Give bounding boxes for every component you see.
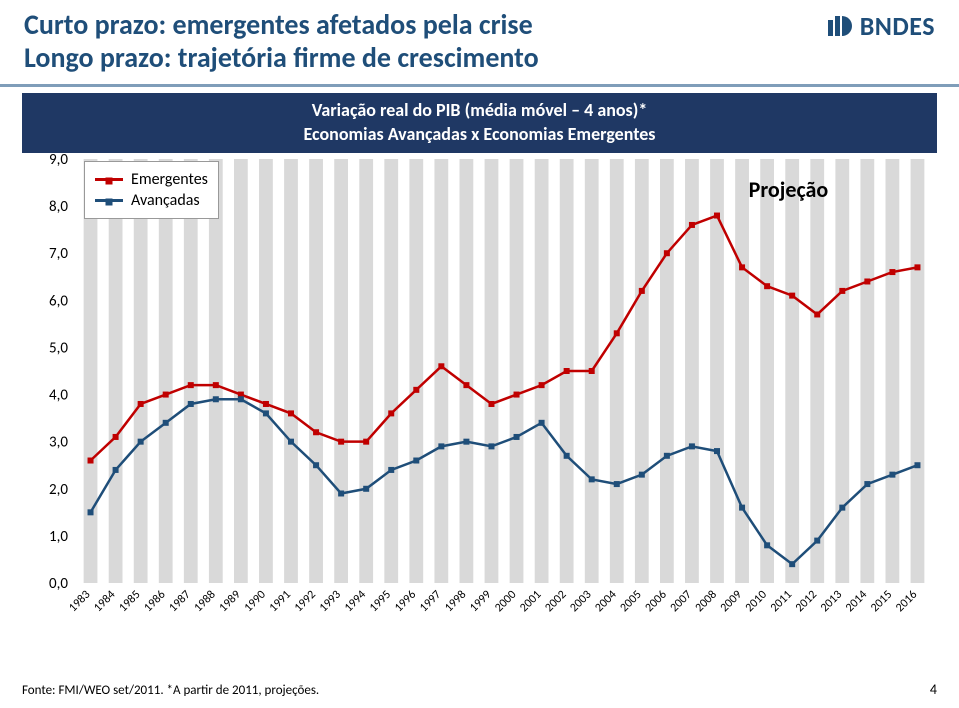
svg-text:1986: 1986 (141, 588, 168, 615)
svg-text:2010: 2010 (743, 588, 770, 615)
legend-label-emergentes: Emergentes (131, 170, 208, 189)
footer-source: Fonte: FMI/WEO set/2011. *A partir de 20… (22, 683, 319, 698)
header: Curto prazo: emergentes afetados pela cr… (0, 0, 959, 80)
legend-item-emergentes: Emergentes (95, 170, 208, 189)
svg-text:1985: 1985 (116, 588, 143, 615)
svg-text:1998: 1998 (442, 588, 469, 615)
svg-text:0,0: 0,0 (49, 575, 68, 593)
svg-text:1992: 1992 (292, 588, 319, 615)
bndes-logo-text: BNDES (860, 10, 935, 42)
header-divider (0, 84, 959, 87)
svg-text:1989: 1989 (217, 588, 244, 615)
title-block: Curto prazo: emergentes afetados pela cr… (24, 8, 539, 74)
svg-text:1,0: 1,0 (49, 528, 68, 546)
legend-item-avancadas: Avançadas (95, 191, 208, 210)
legend-swatch-avancadas (95, 199, 123, 202)
subtitle-line-1: Variação real do PIB (média móvel – 4 an… (32, 99, 927, 121)
projection-label: Projeção (749, 176, 829, 203)
svg-text:7,0: 7,0 (49, 245, 68, 263)
svg-text:2007: 2007 (668, 588, 695, 615)
svg-text:2016: 2016 (893, 588, 920, 615)
legend-swatch-emergentes (95, 178, 123, 181)
svg-text:1995: 1995 (367, 588, 394, 615)
svg-text:1988: 1988 (192, 588, 219, 615)
svg-text:2003: 2003 (567, 588, 594, 615)
svg-text:1991: 1991 (267, 588, 294, 615)
svg-text:1983: 1983 (66, 588, 93, 615)
svg-text:2004: 2004 (592, 588, 619, 615)
svg-text:5,0: 5,0 (49, 340, 68, 358)
subtitle-bar: Variação real do PIB (média móvel – 4 an… (22, 93, 937, 153)
svg-text:1993: 1993 (317, 588, 344, 615)
svg-text:1990: 1990 (242, 588, 269, 615)
svg-text:1997: 1997 (417, 588, 444, 615)
svg-text:2006: 2006 (643, 588, 670, 615)
svg-text:1994: 1994 (342, 588, 369, 615)
bndes-logo-icon (826, 12, 854, 40)
svg-text:2005: 2005 (618, 588, 645, 615)
svg-text:8,0: 8,0 (49, 198, 68, 216)
svg-text:4,0: 4,0 (49, 387, 68, 405)
title-line-2: Longo prazo: trajetória firme de crescim… (24, 41, 539, 74)
legend: Emergentes Avançadas (84, 161, 219, 219)
svg-text:2013: 2013 (818, 588, 845, 615)
legend-label-avancadas: Avançadas (131, 191, 200, 210)
svg-text:1999: 1999 (467, 588, 494, 615)
svg-text:2002: 2002 (542, 588, 569, 615)
svg-text:6,0: 6,0 (49, 292, 68, 310)
subtitle-line-2: Economias Avançadas x Economias Emergent… (32, 123, 927, 145)
svg-text:1984: 1984 (91, 588, 118, 615)
svg-text:9,0: 9,0 (49, 153, 68, 169)
svg-text:1996: 1996 (392, 588, 419, 615)
svg-text:2015: 2015 (868, 588, 895, 615)
chart-area: 0,01,02,03,04,05,06,07,08,09,01983198419… (22, 153, 937, 653)
svg-text:2014: 2014 (843, 588, 870, 615)
svg-text:1987: 1987 (166, 588, 193, 615)
chart-svg: 0,01,02,03,04,05,06,07,08,09,01983198419… (22, 153, 937, 653)
svg-text:2012: 2012 (793, 588, 820, 615)
svg-text:2,0: 2,0 (49, 481, 68, 499)
title-line-1: Curto prazo: emergentes afetados pela cr… (24, 8, 539, 41)
svg-text:2009: 2009 (718, 588, 745, 615)
bndes-logo: BNDES (826, 10, 935, 42)
svg-text:2000: 2000 (492, 588, 519, 615)
svg-text:3,0: 3,0 (49, 434, 68, 452)
svg-text:2008: 2008 (693, 588, 720, 615)
page-number: 4 (930, 681, 937, 698)
svg-text:2011: 2011 (768, 588, 795, 615)
svg-text:2001: 2001 (517, 588, 544, 615)
